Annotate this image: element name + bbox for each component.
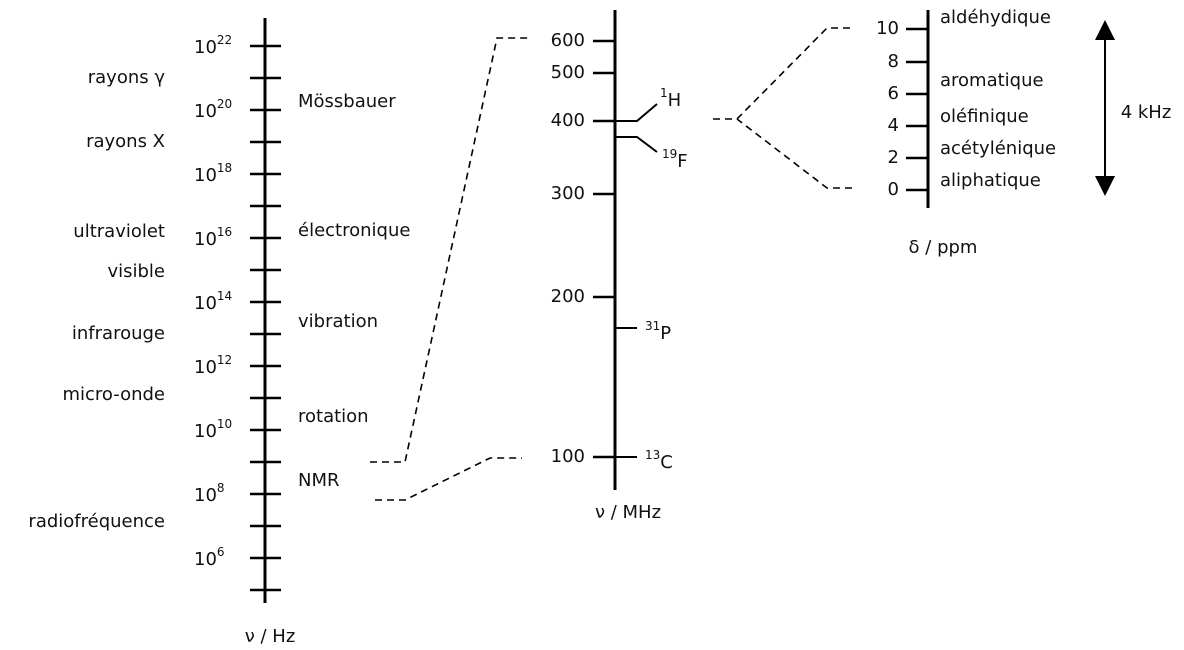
superscript: 12 [217, 353, 232, 367]
tick-label: 1020 [194, 97, 232, 123]
text-part: 10 [194, 229, 217, 250]
superscript: 16 [217, 225, 232, 239]
axis-label: δ / ppm [909, 237, 978, 258]
text-part: 10 [194, 485, 217, 506]
group-label: aliphatique [940, 170, 1041, 191]
tick-label: 500 [551, 62, 585, 83]
tick-label: 300 [551, 183, 585, 204]
tick-label: 108 [194, 481, 225, 507]
region-label: rayons X [86, 131, 165, 152]
tick-label: 1012 [194, 353, 232, 379]
superscript: 18 [217, 161, 232, 175]
region-label: radiofréquence [28, 511, 165, 532]
tick-label: 1016 [194, 225, 232, 251]
text-part: 10 [194, 165, 217, 186]
text-part: H [668, 90, 682, 111]
nucleus-line [615, 136, 658, 153]
superscript: 10 [217, 417, 232, 431]
nucleus-label: 13C [645, 448, 673, 474]
superscript: 20 [217, 97, 232, 111]
range-label: 4 kHz [1121, 102, 1172, 123]
region-label: infrarouge [72, 323, 165, 344]
transition-label: Mössbauer [298, 91, 396, 112]
tick-label: 8 [888, 51, 899, 72]
connector [712, 27, 850, 120]
tick-label: 6 [888, 83, 899, 104]
tick-label: 1014 [194, 289, 232, 315]
text-part: 10 [194, 293, 217, 314]
nucleus-label: 31P [645, 319, 671, 345]
axis-label: ν / MHz [595, 502, 661, 523]
tick-label: 10 [876, 18, 899, 39]
text-part: 10 [194, 549, 217, 570]
text-part: P [660, 323, 671, 344]
superscript: 6 [217, 545, 225, 559]
transition-label: vibration [298, 311, 378, 332]
connector [370, 37, 530, 463]
superscript: 14 [217, 289, 232, 303]
superscript: 22 [217, 33, 232, 47]
region-label: micro-onde [62, 384, 165, 405]
text-part: F [677, 151, 687, 172]
tick-label: 400 [551, 110, 585, 131]
tick-label: 1010 [194, 417, 232, 443]
tick-label: 0 [888, 179, 899, 200]
region-label: rayons γ [88, 67, 166, 88]
tick-label: 4 [888, 115, 899, 136]
superscript: 8 [217, 481, 225, 495]
tick-label: 1022 [194, 33, 232, 59]
region-label: ultraviolet [73, 221, 165, 242]
text-part: 10 [194, 37, 217, 58]
tick-label: 2 [888, 147, 899, 168]
transition-label: rotation [298, 406, 369, 427]
text-part: 10 [194, 357, 217, 378]
tick-label: 600 [551, 30, 585, 51]
group-label: aromatique [940, 70, 1044, 91]
group-label: oléfinique [940, 106, 1029, 127]
region-label: visible [107, 261, 165, 282]
nucleus-line [615, 103, 658, 122]
group-label: aldéhydique [940, 7, 1051, 28]
tick-label: 200 [551, 286, 585, 307]
nucleus-label: 1H [660, 86, 681, 112]
connector [736, 118, 852, 189]
text-part: 10 [194, 421, 217, 442]
superscript: 1 [660, 86, 668, 100]
text-part: 10 [194, 101, 217, 122]
axis-label: ν / Hz [245, 626, 296, 647]
superscript: 19 [662, 147, 677, 161]
text-part: C [660, 452, 673, 473]
tick-label: 1018 [194, 161, 232, 187]
group-label: acétylénique [940, 138, 1056, 159]
tick-label: 100 [551, 446, 585, 467]
transition-label: NMR [298, 470, 340, 491]
tick-label: 106 [194, 545, 225, 571]
superscript: 13 [645, 448, 660, 462]
nucleus-label: 19F [662, 147, 688, 173]
transition-label: électronique [298, 220, 410, 241]
connector [375, 457, 522, 501]
superscript: 31 [645, 319, 660, 333]
